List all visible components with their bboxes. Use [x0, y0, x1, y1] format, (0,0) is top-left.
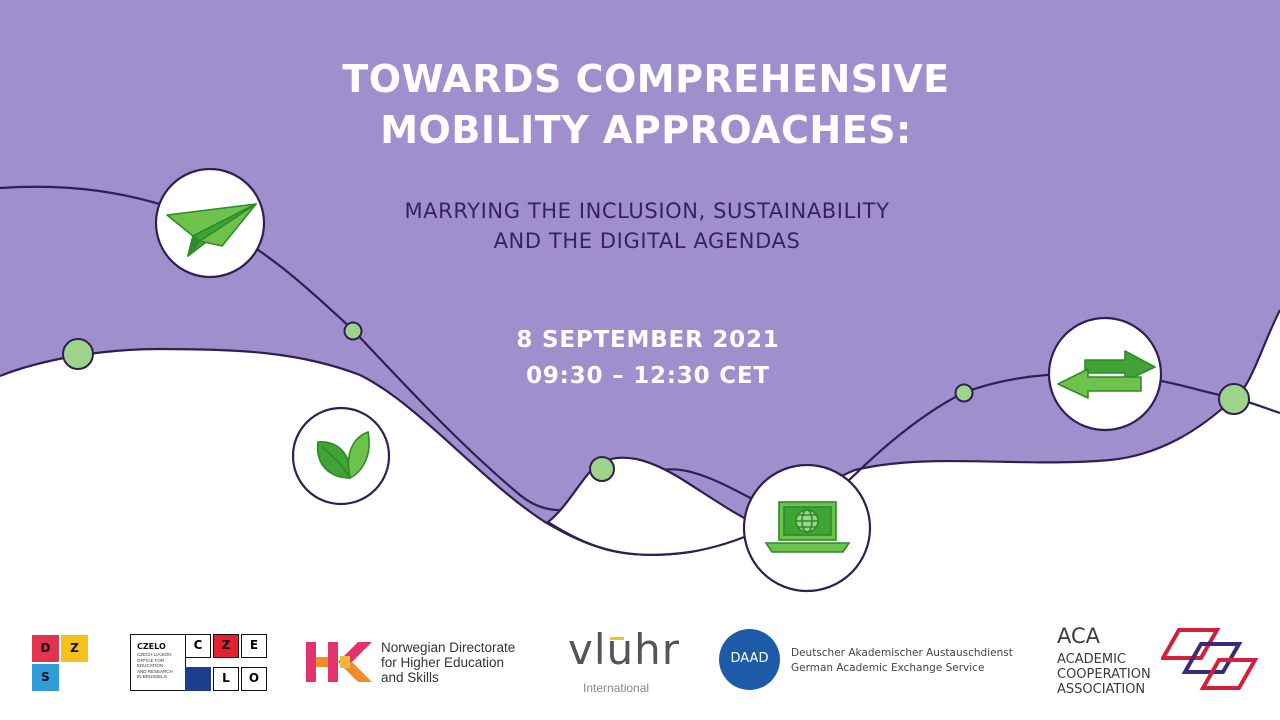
hkdir-text: and Skills	[381, 670, 439, 685]
node-dot	[954, 383, 974, 403]
node-dot	[62, 338, 94, 370]
dzs-letter: Z	[61, 635, 88, 662]
czelo-letter: O	[241, 667, 267, 691]
node-dot	[589, 456, 615, 482]
vluhr-name: vluhr	[568, 625, 681, 674]
hkdir-text: for Higher Education	[381, 655, 505, 670]
czelo-letter: C	[185, 634, 211, 658]
leaf-icon	[316, 430, 370, 480]
czelo-desc: CZECH LIAISON	[137, 652, 172, 657]
czelo-letter: Z	[213, 634, 239, 658]
subtitle-line-1: MARRYING THE INCLUSION, SUSTAINABILITY	[404, 199, 890, 223]
purple-wave-area	[0, 0, 1280, 555]
exchange-arrows-icon	[1057, 350, 1156, 399]
czelo-desc: IN BRUSSELS	[137, 674, 167, 679]
aca-abbr: ACA	[1057, 624, 1101, 648]
daad-logo: DAAD Deutscher Akademischer Austauschdie…	[719, 629, 1019, 691]
czelo-letter: E	[241, 634, 267, 658]
icon-circle	[1047, 316, 1163, 432]
czelo-name: CZELO	[137, 642, 166, 651]
daad-text: German Academic Exchange Service	[791, 662, 985, 674]
aca-mark-icon	[1161, 628, 1259, 690]
title-line-1: TOWARDS COMPREHENSIVE	[342, 57, 950, 101]
event-date: 8 SEPTEMBER 2021	[516, 327, 780, 353]
czelo-label-box: CZELO CZECH LIAISON OFFICE FOR EDUCATION…	[130, 634, 186, 691]
czelo-desc: EDUCATION	[137, 663, 164, 668]
daad-text: Deutscher Akademischer Austauschdienst	[791, 647, 1013, 659]
subtitle-line-2: AND THE DIGITAL AGENDAS	[493, 229, 801, 253]
czelo-blue-block	[185, 667, 211, 691]
hkdir-text: Norwegian Directorate	[381, 640, 516, 655]
vluhr-accent	[610, 637, 624, 640]
aca-logo: ACA ACADEMIC COOPERATION ASSOCIATION	[1057, 624, 1267, 697]
event-time: 09:30 – 12:30 CET	[526, 363, 770, 389]
daad-badge-text: DAAD	[730, 651, 769, 666]
node-dot	[1218, 383, 1250, 415]
hkdir-logo: Norwegian Directorate for Higher Educati…	[306, 640, 546, 688]
czelo-logo: CZELO CZECH LIAISON OFFICE FOR EDUCATION…	[130, 634, 270, 692]
daad-badge	[719, 629, 780, 690]
dzs-letter: S	[32, 664, 59, 691]
node-dot	[343, 321, 363, 341]
dzs-logo: D Z S	[32, 635, 92, 691]
aca-text: ASSOCIATION	[1057, 682, 1146, 697]
laptop-globe-icon	[764, 501, 851, 553]
vluhr-logo: vluhr International	[566, 625, 679, 697]
paper-plane-icon	[166, 203, 257, 257]
czelo-desc: OFFICE FOR	[137, 657, 165, 663]
vluhr-sub: International	[583, 681, 650, 695]
title-line-2: MOBILITY APPROACHES:	[380, 108, 912, 152]
czelo-letter: L	[213, 667, 239, 691]
dzs-letter: D	[32, 635, 59, 662]
hkdir-mark-icon	[306, 642, 372, 682]
aca-text: COOPERATION	[1057, 667, 1151, 682]
czelo-desc: AND RESEARCH	[137, 668, 173, 674]
aca-text: ACADEMIC	[1057, 652, 1126, 667]
